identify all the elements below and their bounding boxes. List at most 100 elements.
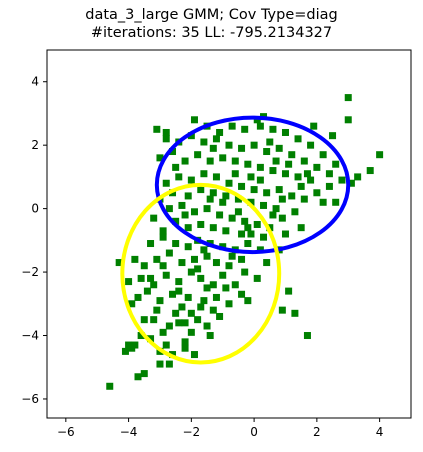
data-point <box>325 170 333 178</box>
data-point <box>347 179 355 187</box>
data-point <box>241 268 249 276</box>
data-point <box>159 328 167 336</box>
x-tick-label: −2 <box>182 425 200 439</box>
data-point <box>194 151 202 159</box>
data-point <box>197 220 205 228</box>
y-tick-label: −2 <box>21 265 39 279</box>
data-point <box>184 224 192 232</box>
data-point <box>143 287 151 295</box>
data-point <box>291 208 299 216</box>
y-tick-label: −4 <box>21 329 39 343</box>
data-point <box>162 135 170 143</box>
data-point <box>159 262 167 270</box>
data-point <box>225 141 233 149</box>
data-point <box>190 116 198 124</box>
x-tick-label: 2 <box>313 425 321 439</box>
data-point <box>134 373 142 381</box>
data-point <box>256 246 264 254</box>
data-point <box>187 268 195 276</box>
data-point <box>190 208 198 216</box>
data-point <box>244 224 252 232</box>
data-point <box>165 322 173 330</box>
data-point <box>165 249 173 257</box>
data-point <box>190 351 198 359</box>
data-point <box>244 297 252 305</box>
title-line-1: data_3_large GMM; Cov Type=diag <box>85 7 338 23</box>
data-point <box>162 128 170 136</box>
data-point <box>169 290 177 298</box>
y-tick-label: 2 <box>31 138 39 152</box>
data-point <box>200 138 208 146</box>
data-point <box>228 122 236 130</box>
data-point <box>181 211 189 219</box>
y-tick-label: −6 <box>21 392 39 406</box>
data-point <box>169 148 177 156</box>
data-point <box>184 192 192 200</box>
data-point <box>178 303 186 311</box>
data-point <box>272 157 280 165</box>
data-point <box>231 281 239 289</box>
data-point <box>250 186 258 194</box>
data-point <box>231 170 239 178</box>
data-point <box>238 290 246 298</box>
data-point <box>228 252 236 260</box>
data-point <box>285 160 293 168</box>
data-point <box>197 274 205 282</box>
data-point <box>187 309 195 317</box>
data-point <box>125 278 133 286</box>
data-point <box>260 233 268 241</box>
data-point <box>253 274 261 282</box>
data-point <box>212 259 220 267</box>
data-point <box>147 274 155 282</box>
data-point <box>281 230 289 238</box>
data-point <box>165 360 173 368</box>
data-point <box>106 382 114 390</box>
data-point <box>241 125 249 133</box>
data-point <box>250 141 258 149</box>
data-point <box>300 157 308 165</box>
data-point <box>203 252 211 260</box>
data-point <box>294 173 302 181</box>
data-point <box>134 293 142 301</box>
data-point <box>212 173 220 181</box>
data-point <box>297 182 305 190</box>
data-point <box>354 173 362 181</box>
data-point <box>203 322 211 330</box>
data-point <box>338 176 346 184</box>
data-point <box>125 341 133 349</box>
data-point <box>159 227 167 235</box>
gmm-ellipse-2 <box>120 182 282 365</box>
data-point <box>178 259 186 267</box>
data-point <box>147 240 155 248</box>
data-point <box>200 297 208 305</box>
data-point <box>172 309 180 317</box>
data-point <box>266 138 274 146</box>
data-point <box>281 128 289 136</box>
data-point <box>203 205 211 213</box>
data-point <box>288 192 296 200</box>
data-point <box>222 284 230 292</box>
data-point <box>150 281 158 289</box>
y-tick-label: 0 <box>31 202 39 216</box>
data-point <box>275 186 283 194</box>
data-point <box>181 344 189 352</box>
data-point <box>291 309 299 317</box>
data-point <box>209 144 217 152</box>
data-point <box>313 189 321 197</box>
data-point <box>212 293 220 301</box>
data-point <box>209 224 217 232</box>
data-point <box>131 341 139 349</box>
data-point <box>197 303 205 311</box>
data-point <box>288 151 296 159</box>
data-point <box>234 195 242 203</box>
data-point <box>203 284 211 292</box>
data-point <box>194 316 202 324</box>
data-point <box>275 144 283 152</box>
data-point <box>278 214 286 222</box>
data-point <box>150 316 158 324</box>
data-point <box>206 195 214 203</box>
data-point <box>187 132 195 140</box>
data-point <box>156 360 164 368</box>
points-group <box>106 94 384 390</box>
